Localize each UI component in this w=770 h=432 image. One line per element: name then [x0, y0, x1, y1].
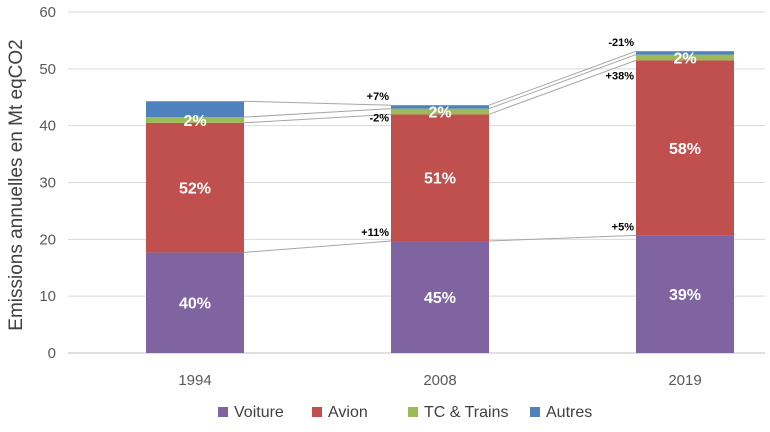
legend-label: Avion [328, 404, 368, 421]
connector-line [243, 100, 392, 106]
segment-label: 58% [669, 141, 701, 158]
connector-lines [243, 50, 637, 253]
legend-label: TC & Trains [424, 404, 508, 421]
connector-line [243, 113, 392, 124]
y-tick-label: 20 [39, 231, 56, 248]
x-axis-ticks: 1994 2008 2019 [178, 372, 701, 389]
change-annotation: +5% [612, 221, 635, 233]
legend-swatch [312, 407, 322, 417]
legend-label: Autres [546, 404, 592, 421]
change-annotation: +7% [367, 91, 390, 103]
connector-line [488, 54, 637, 110]
bar-2008-voiture [391, 241, 489, 353]
bar-1994-tc-trains [146, 117, 244, 123]
bar-2008-tc-trains [391, 108, 489, 115]
bar-1994-voiture [146, 252, 244, 353]
bar-2019-autres [636, 51, 734, 55]
x-tick-label: 1994 [178, 372, 211, 389]
y-tick-label: 0 [48, 345, 56, 362]
segment-label: 39% [669, 287, 701, 304]
segment-label: 40% [179, 296, 211, 313]
legend-swatch [530, 407, 540, 417]
y-tick-label: 10 [39, 288, 56, 305]
connector-line [243, 108, 392, 118]
segment-label: 45% [424, 290, 456, 307]
bars [146, 51, 734, 353]
legend-swatch [408, 407, 418, 417]
segment-label: 2% [183, 113, 206, 130]
change-annotation: -21% [608, 37, 634, 49]
change-annotation: +38% [606, 70, 635, 82]
bar-2019-avion [636, 60, 734, 236]
y-tick-label: 30 [39, 175, 56, 192]
bar-2019-tc-trains [636, 54, 734, 61]
segment-label: 2% [428, 104, 451, 121]
connector-line [243, 240, 392, 253]
bar-1994-autres [146, 101, 244, 118]
legend-swatch [218, 407, 228, 417]
segment-label: 51% [424, 171, 456, 188]
segment-label: 2% [673, 50, 696, 67]
change-annotation: -2% [369, 113, 389, 125]
y-axis-ticks: 0 10 20 30 40 50 60 [39, 4, 56, 362]
change-annotations: +11% +5% +7% -2% -21% +38% [361, 37, 634, 239]
bar-2008-avion [391, 114, 489, 242]
change-annotation: +11% [361, 227, 389, 239]
bar-1994-avion [146, 122, 244, 253]
legend: Voiture Avion TC & Trains Autres [218, 404, 592, 421]
y-tick-label: 40 [39, 118, 56, 135]
connector-line [488, 50, 637, 106]
bar-2019-voiture [636, 235, 734, 353]
x-tick-label: 2008 [423, 372, 456, 389]
bar-2008-autres [391, 105, 489, 109]
connector-line [488, 234, 637, 242]
legend-label: Voiture [234, 404, 284, 421]
segment-labels: 40% 52% 2% 45% 51% 2% 39% 58% 2% [179, 50, 701, 312]
y-tick-label: 50 [39, 61, 56, 78]
segment-label: 52% [179, 181, 211, 198]
y-tick-label: 60 [39, 4, 56, 21]
connector-line [488, 59, 637, 115]
x-tick-label: 2019 [668, 372, 701, 389]
y-axis-label: Emissions annuelles en Mt eqCO2 [6, 39, 27, 330]
